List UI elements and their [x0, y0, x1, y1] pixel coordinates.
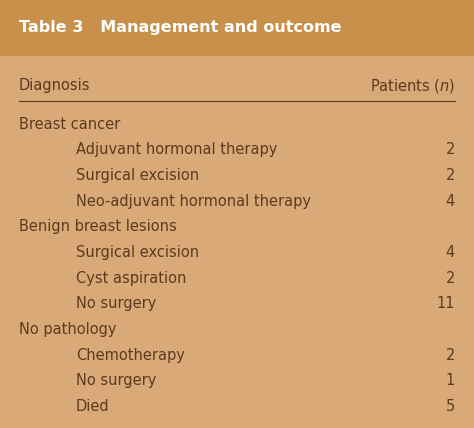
Text: Surgical excision: Surgical excision	[76, 168, 199, 183]
Text: 1: 1	[446, 373, 455, 389]
Text: 11: 11	[437, 296, 455, 312]
Text: Patients ($n$): Patients ($n$)	[370, 77, 455, 95]
Text: No surgery: No surgery	[76, 296, 156, 312]
Text: 4: 4	[446, 193, 455, 209]
FancyBboxPatch shape	[0, 0, 474, 56]
Text: 5: 5	[446, 399, 455, 414]
Text: Adjuvant hormonal therapy: Adjuvant hormonal therapy	[76, 142, 277, 158]
Text: Diagnosis: Diagnosis	[19, 78, 91, 93]
Text: Died: Died	[76, 399, 109, 414]
Text: 2: 2	[446, 348, 455, 363]
Text: 2: 2	[446, 168, 455, 183]
Text: Breast cancer: Breast cancer	[19, 116, 120, 132]
Text: Table 3   Management and outcome: Table 3 Management and outcome	[19, 20, 341, 36]
Text: 2: 2	[446, 270, 455, 286]
Text: 4: 4	[446, 245, 455, 260]
Text: Cyst aspiration: Cyst aspiration	[76, 270, 186, 286]
Text: Surgical excision: Surgical excision	[76, 245, 199, 260]
Text: No pathology: No pathology	[19, 322, 117, 337]
Text: Chemotherapy: Chemotherapy	[76, 348, 185, 363]
Text: No surgery: No surgery	[76, 373, 156, 389]
Text: 2: 2	[446, 142, 455, 158]
Text: Neo-adjuvant hormonal therapy: Neo-adjuvant hormonal therapy	[76, 193, 311, 209]
Text: Benign breast lesions: Benign breast lesions	[19, 219, 177, 235]
